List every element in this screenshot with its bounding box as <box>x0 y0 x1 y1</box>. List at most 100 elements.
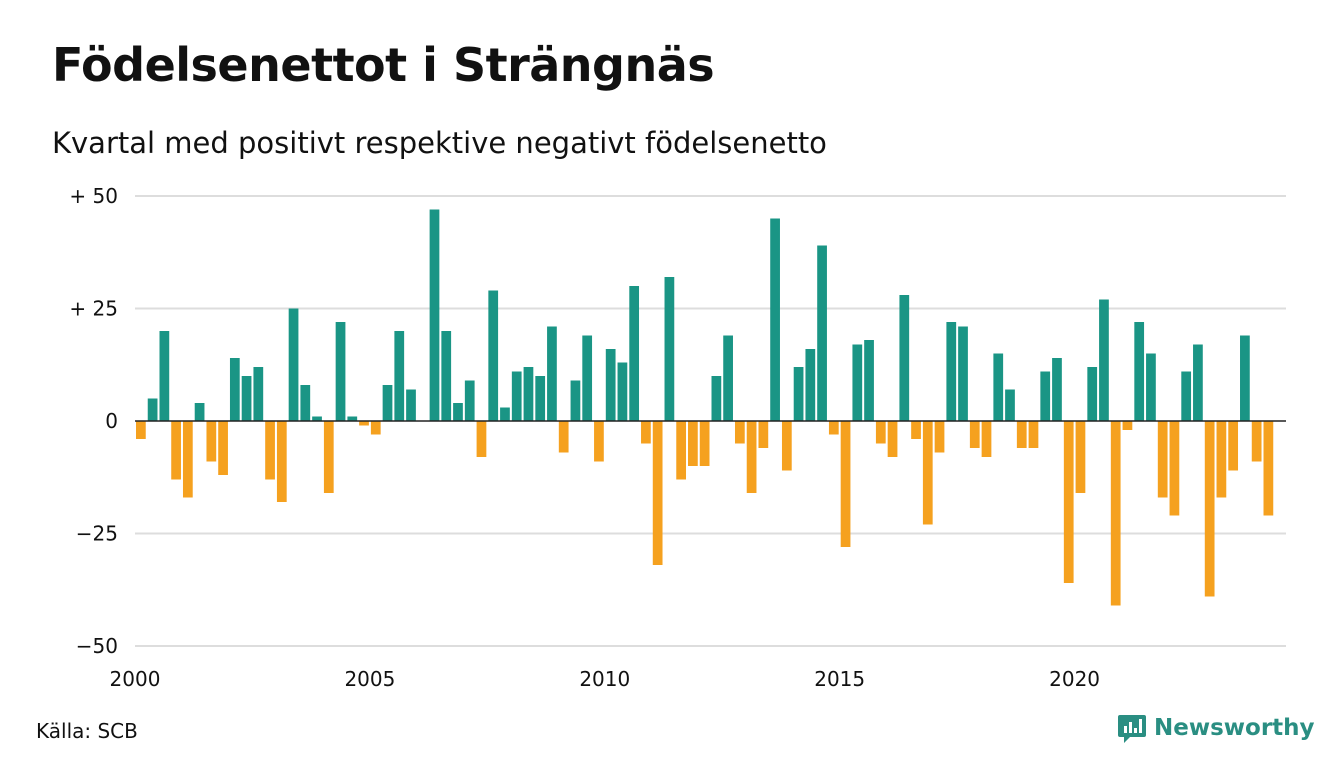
bar <box>347 416 358 421</box>
bar <box>1169 421 1180 516</box>
bar <box>382 385 393 421</box>
brand-logo[interactable]: Newsworthy <box>1118 713 1315 743</box>
bar <box>699 421 710 466</box>
bar <box>1240 335 1250 421</box>
bar <box>1028 421 1039 448</box>
chart-title: Födelsenettot i Strängnäs <box>52 38 715 92</box>
bar <box>641 421 651 444</box>
bar <box>594 421 604 462</box>
bar <box>429 209 440 421</box>
x-tick-label: 2005 <box>344 667 395 691</box>
bar <box>1040 371 1051 421</box>
bar <box>335 322 346 421</box>
bar <box>1181 371 1192 421</box>
x-tick-label: 2000 <box>110 667 161 691</box>
bar <box>1146 353 1156 421</box>
bar <box>629 286 640 421</box>
source-note: Källa: SCB <box>36 719 138 743</box>
bar <box>1263 421 1274 516</box>
bar <box>194 403 205 421</box>
bar <box>476 421 487 457</box>
bar <box>805 349 816 421</box>
bar <box>1134 322 1145 421</box>
bar <box>864 340 874 421</box>
chart-subtitle: Kvartal med positivt respektive negativt… <box>52 126 827 160</box>
bar <box>688 421 698 466</box>
bar <box>523 367 534 421</box>
bar <box>229 358 240 421</box>
bar <box>758 421 769 448</box>
bar <box>899 295 910 421</box>
bar <box>241 376 252 421</box>
y-tick-label: 0 <box>105 409 118 433</box>
bar <box>828 421 839 435</box>
bar <box>981 421 992 457</box>
x-tick-label: 2010 <box>579 667 630 691</box>
y-tick-label: + 25 <box>69 297 118 321</box>
bar <box>605 349 616 421</box>
bar <box>300 385 311 421</box>
bar <box>147 398 158 421</box>
bar <box>1122 421 1133 430</box>
bars <box>136 209 1274 606</box>
bar <box>1157 421 1168 498</box>
bar <box>946 322 957 421</box>
bar <box>770 218 780 421</box>
bar <box>1204 421 1215 597</box>
bar <box>288 308 299 421</box>
bar <box>253 367 264 421</box>
bar <box>817 245 827 421</box>
bar <box>734 421 745 444</box>
brand-name: Newsworthy <box>1154 715 1315 741</box>
bar <box>488 290 499 421</box>
x-tick-label: 2015 <box>814 667 865 691</box>
bar <box>1087 367 1098 421</box>
bar <box>887 421 898 457</box>
bar <box>441 331 452 421</box>
bar <box>1216 421 1227 498</box>
bar <box>1075 421 1086 493</box>
bar <box>652 421 663 565</box>
bar <box>547 326 557 421</box>
bar <box>969 421 980 448</box>
bar <box>323 421 334 493</box>
bar <box>875 421 886 444</box>
bar <box>1052 358 1062 421</box>
bar <box>1228 421 1239 471</box>
bar <box>617 362 628 421</box>
bar <box>1099 299 1109 421</box>
bar <box>511 371 522 421</box>
y-tick-label: + 50 <box>69 184 118 208</box>
bar <box>359 421 369 426</box>
bar <box>781 421 792 471</box>
bar <box>723 335 733 421</box>
bar <box>793 367 804 421</box>
bar <box>676 421 687 480</box>
bar <box>406 389 416 421</box>
x-tick-label: 2020 <box>1049 667 1100 691</box>
bar <box>159 331 170 421</box>
bar <box>1110 421 1121 606</box>
bar <box>312 416 322 421</box>
gridlines <box>135 195 1286 647</box>
bar <box>911 421 921 439</box>
bar <box>182 421 193 498</box>
bar-chart: + 50 + 25 0 −25 −50 2000 2005 2010 2015 2020 <box>69 184 1286 691</box>
bar <box>570 380 581 421</box>
y-tick-label: −25 <box>76 522 118 546</box>
bar <box>993 353 1004 421</box>
bar <box>711 376 722 421</box>
bar <box>1193 344 1203 421</box>
bar <box>370 421 381 435</box>
bar <box>464 380 475 421</box>
bar <box>206 421 217 462</box>
bar <box>934 421 945 453</box>
bar <box>136 421 146 439</box>
bar <box>1005 389 1015 421</box>
bar <box>265 421 275 480</box>
bar <box>958 326 968 421</box>
bar <box>500 407 510 421</box>
bar <box>558 421 569 453</box>
bar <box>218 421 228 475</box>
bar <box>664 277 675 421</box>
